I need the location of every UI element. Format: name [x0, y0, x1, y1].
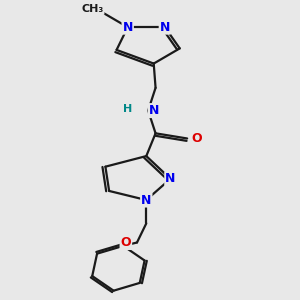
- Text: N: N: [141, 194, 152, 206]
- Text: O: O: [121, 236, 131, 249]
- Text: CH₃: CH₃: [81, 4, 104, 14]
- Text: O: O: [191, 132, 202, 145]
- Text: N: N: [160, 21, 170, 34]
- Text: H: H: [123, 104, 132, 114]
- Text: N: N: [148, 104, 159, 117]
- Text: N: N: [122, 21, 133, 34]
- Text: N: N: [165, 172, 176, 185]
